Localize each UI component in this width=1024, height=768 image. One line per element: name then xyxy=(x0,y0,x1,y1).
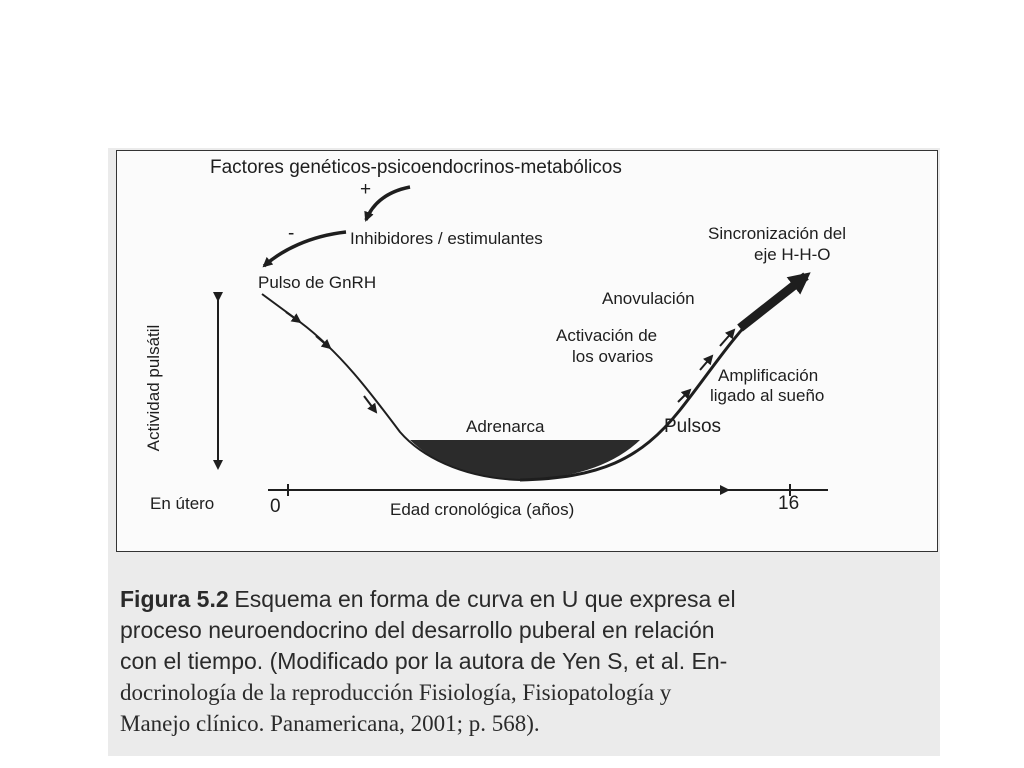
synchronization-big-arrow xyxy=(737,272,811,332)
gnrh-pulse-label: Pulso de GnRH xyxy=(258,273,377,292)
caption-title: Figura 5.2 xyxy=(120,586,229,612)
curve-arrow-2 xyxy=(315,335,332,350)
x-start-label: 0 xyxy=(270,496,281,517)
factors-curved-arrow xyxy=(364,185,411,222)
pulses-label: Pulsos xyxy=(664,416,722,437)
caption-line-1-text: Esquema en forma de curva en U que expre… xyxy=(234,586,736,612)
adrenarche-label: Adrenarca xyxy=(466,417,545,436)
x-end-label: 16 xyxy=(778,493,800,514)
curve-arrow-5 xyxy=(699,354,714,371)
x-axis-label: Edad cronológica (años) xyxy=(390,500,575,519)
adrenarche-shaded-region xyxy=(410,440,640,480)
caption-line-5: Manejo clínico. Panamericana, 2001; p. 5… xyxy=(120,711,540,736)
amplification-label-line2: ligado al sueño xyxy=(710,386,825,405)
inhibitors-label: Inhibidores / estimulantes xyxy=(350,229,543,248)
amplification-label-line1: Amplificación xyxy=(718,366,819,385)
minus-sign: - xyxy=(288,223,295,244)
ovary-activation-label-line2: los ovarios xyxy=(572,347,654,366)
curve-arrow-3 xyxy=(363,395,378,414)
synchronization-label-line2: eje H-H-O xyxy=(754,245,831,264)
in-utero-label: En útero xyxy=(150,494,215,513)
y-axis-label: Actividad pulsátil xyxy=(144,324,163,452)
synchronization-label-line1: Sincronización del xyxy=(708,224,846,243)
curve-arrow-1 xyxy=(285,311,302,324)
caption-line-3: con el tiempo. (Modificado por la autora… xyxy=(120,648,728,674)
ovary-activation-label-line1: Activación de xyxy=(556,326,658,345)
curve-arrow-6 xyxy=(719,328,736,347)
curve-arrow-4 xyxy=(677,388,692,403)
figure-frame xyxy=(116,150,938,552)
caption-line-2: proceso neuroendocrino del desarrollo pu… xyxy=(120,617,715,643)
u-curve-right-arm xyxy=(519,308,762,482)
caption-line-4: docrinología de la reproducción Fisiolog… xyxy=(120,680,672,705)
anovulation-label: Anovulación xyxy=(602,289,695,308)
plus-sign: + xyxy=(360,179,372,200)
top-factors-label: Factores genéticos-psicoendocrinos-metab… xyxy=(210,157,622,178)
inhibitors-curved-arrow xyxy=(262,230,347,268)
caption-line-1: Figura 5.2 Esquema en forma de curva en … xyxy=(120,584,940,615)
figure-caption: Figura 5.2 Esquema en forma de curva en … xyxy=(120,584,940,739)
